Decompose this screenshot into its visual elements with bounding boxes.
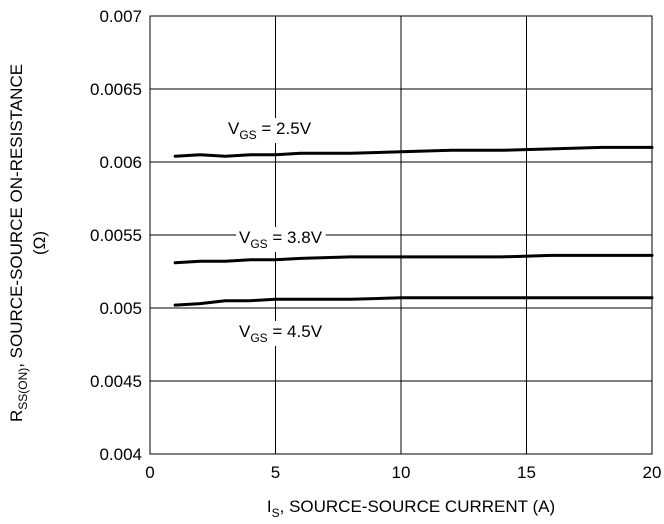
x-tick-label: 5 — [271, 463, 280, 482]
series-label: VGS = 2.5V — [228, 119, 312, 142]
x-axis-label: IS, SOURCE-SOURCE CURRENT (A) — [267, 497, 555, 520]
x-tick-label: 15 — [517, 463, 536, 482]
y-axis-label-unit: (Ω) — [30, 231, 49, 255]
x-axis-label-sub: S — [272, 506, 280, 520]
series-lines — [173, 145, 654, 307]
series-line — [173, 296, 654, 307]
y-axis-ticks: 0.004 0.0045 0.005 0.0055 0.006 0.0065 0.007 — [90, 7, 142, 464]
series-label-background — [225, 118, 315, 143]
y-axis-label-main: R — [7, 410, 26, 422]
series-line — [173, 145, 654, 158]
series-label: VGS = 3.8V — [239, 228, 323, 251]
series-line — [173, 253, 654, 265]
y-tick-label: 0.006 — [99, 153, 142, 172]
series-label-background — [236, 321, 326, 346]
x-axis-ticks: 0 5 10 15 20 — [145, 463, 661, 482]
x-tick-label: 20 — [643, 463, 662, 482]
plot-frame — [149, 15, 653, 455]
series-labels: VGS = 2.5V VGS = 3.8V VGS = 4.5V — [225, 118, 326, 346]
y-axis-label-sub: SS(ON) — [16, 368, 30, 410]
x-axis-label-rest: , SOURCE-SOURCE CURRENT (A) — [280, 497, 555, 516]
y-axis-label: RSS(ON), SOURCE-SOURCE ON-RESISTANCE — [7, 64, 30, 422]
grid — [150, 16, 652, 454]
y-tick-label: 0.004 — [99, 445, 142, 464]
y-tick-label: 0.0055 — [90, 226, 142, 245]
y-tick-label: 0.005 — [99, 299, 142, 318]
x-axis-label-main: I — [267, 497, 272, 516]
series-label-background — [236, 227, 326, 252]
y-tick-label: 0.0045 — [90, 372, 142, 391]
y-tick-label: 0.007 — [99, 7, 142, 26]
y-axis-label-rest: , SOURCE-SOURCE ON-RESISTANCE — [7, 64, 26, 368]
series-label: VGS = 4.5V — [239, 322, 323, 345]
x-tick-label: 10 — [392, 463, 411, 482]
y-tick-label: 0.0065 — [90, 80, 142, 99]
x-tick-label: 0 — [145, 463, 154, 482]
